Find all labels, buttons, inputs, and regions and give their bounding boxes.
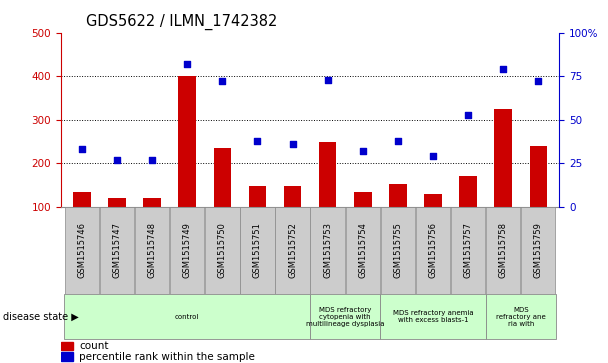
Text: GSM1515757: GSM1515757 [463, 223, 472, 278]
Bar [345, 207, 380, 294]
Bar [249, 186, 266, 250]
Bar [73, 192, 91, 250]
Text: control: control [175, 314, 199, 320]
Bar [486, 207, 520, 294]
Point [358, 148, 368, 154]
Bar [380, 294, 486, 339]
Bar [61, 342, 72, 350]
Bar [424, 194, 442, 250]
Text: GSM1515750: GSM1515750 [218, 223, 227, 278]
Point [288, 141, 297, 147]
Point [218, 78, 227, 84]
Point [323, 77, 333, 83]
Bar [311, 207, 345, 294]
Point [428, 154, 438, 159]
Bar [521, 207, 556, 294]
Text: GSM1515753: GSM1515753 [323, 223, 332, 278]
Point [182, 61, 192, 67]
Bar [354, 192, 371, 250]
Bar [135, 207, 169, 294]
Text: GSM1515751: GSM1515751 [253, 223, 262, 278]
Text: GDS5622 / ILMN_1742382: GDS5622 / ILMN_1742382 [86, 14, 277, 30]
Text: GSM1515756: GSM1515756 [429, 223, 438, 278]
Text: GSM1515754: GSM1515754 [358, 223, 367, 278]
Text: GSM1515747: GSM1515747 [112, 223, 122, 278]
Text: MDS
refractory ane
ria with: MDS refractory ane ria with [496, 307, 545, 327]
Bar [319, 142, 336, 250]
Point [533, 78, 543, 84]
Bar [64, 294, 310, 339]
Point [252, 138, 262, 144]
Point [463, 112, 473, 118]
Text: GSM1515749: GSM1515749 [182, 223, 192, 278]
Bar [100, 207, 134, 294]
Bar [284, 186, 302, 250]
Text: GSM1515758: GSM1515758 [499, 223, 508, 278]
Bar [205, 207, 240, 294]
Bar [275, 207, 309, 294]
Text: GSM1515759: GSM1515759 [534, 223, 543, 278]
Bar [486, 294, 556, 339]
Bar [213, 148, 231, 250]
Bar [389, 184, 407, 250]
Point [147, 157, 157, 163]
Text: MDS refractory
cytopenia with
multilineage dysplasia: MDS refractory cytopenia with multilinea… [306, 307, 384, 327]
Bar [459, 176, 477, 250]
Bar [416, 207, 450, 294]
Bar [170, 207, 204, 294]
Bar [143, 198, 161, 250]
Bar [64, 207, 99, 294]
Point [393, 138, 402, 144]
Bar [178, 76, 196, 250]
Text: disease state ▶: disease state ▶ [3, 312, 79, 322]
Text: GSM1515746: GSM1515746 [77, 223, 86, 278]
Bar [240, 207, 275, 294]
Point [499, 66, 508, 72]
Bar [494, 109, 512, 250]
Text: percentile rank within the sample: percentile rank within the sample [79, 351, 255, 362]
Bar [310, 294, 380, 339]
Text: count: count [79, 341, 109, 351]
Bar [108, 198, 126, 250]
Bar [451, 207, 485, 294]
Text: GSM1515748: GSM1515748 [148, 223, 157, 278]
Bar [61, 352, 72, 361]
Point [77, 147, 87, 152]
Bar [381, 207, 415, 294]
Text: MDS refractory anemia
with excess blasts-1: MDS refractory anemia with excess blasts… [393, 310, 473, 323]
Point [112, 157, 122, 163]
Text: GSM1515752: GSM1515752 [288, 223, 297, 278]
Bar [530, 146, 547, 250]
Text: GSM1515755: GSM1515755 [393, 223, 402, 278]
